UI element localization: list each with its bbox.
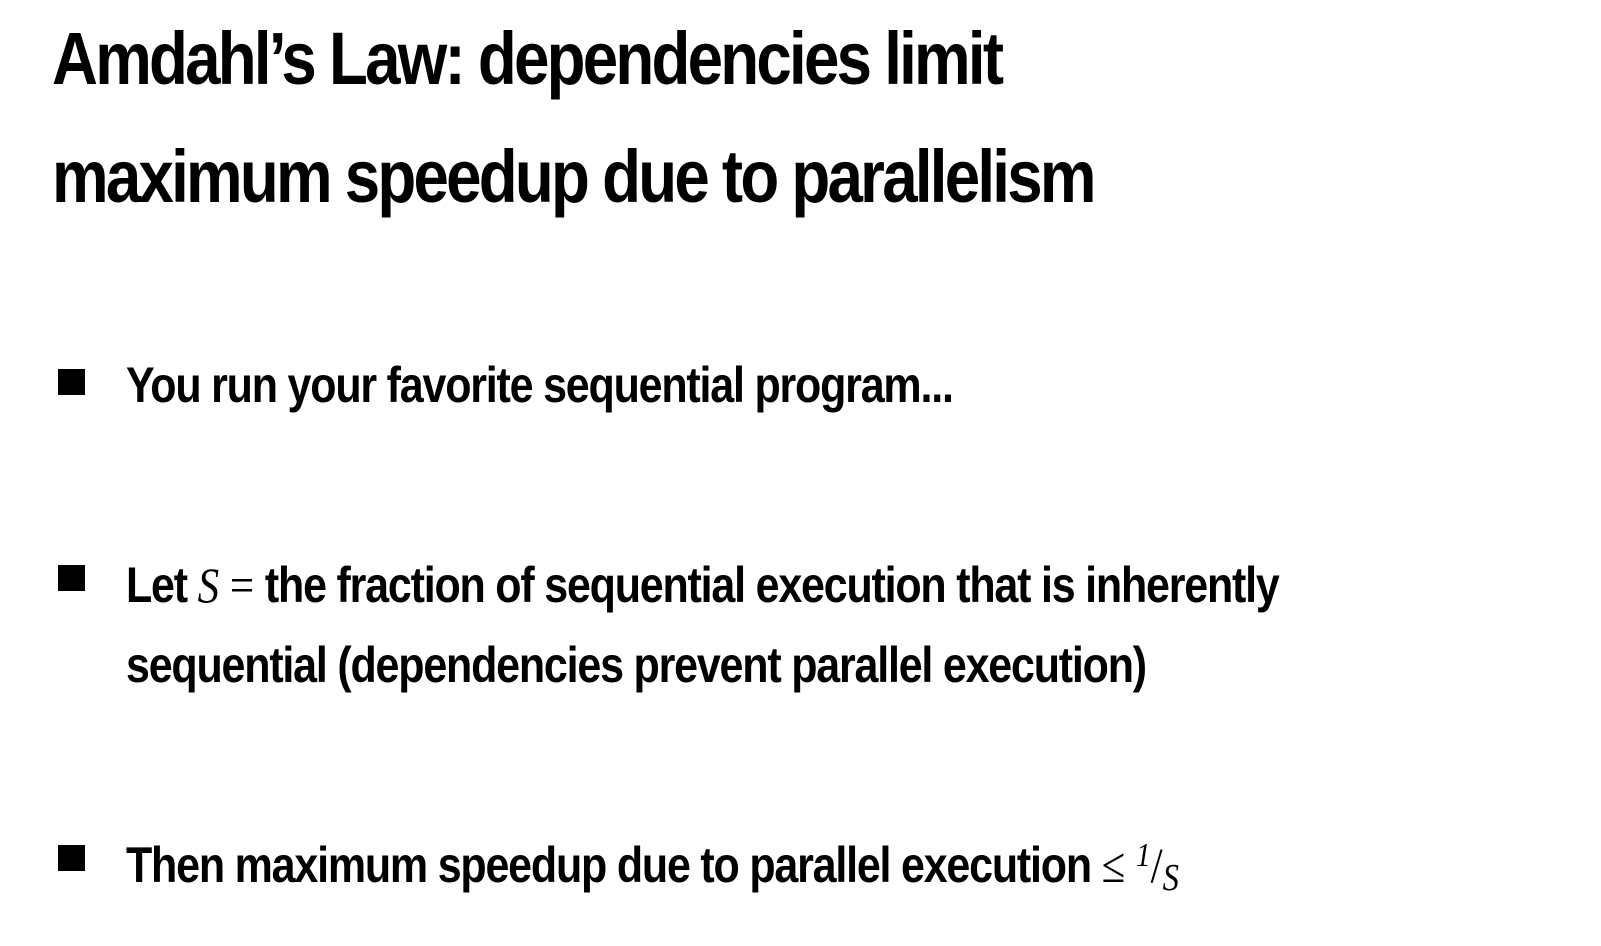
- fraction-denominator: S: [1163, 857, 1179, 899]
- bullet-text-2: Let S = the fraction of sequential execu…: [126, 545, 1279, 705]
- slide-title-line-2: maximum speedup due to parallelism: [52, 118, 1342, 236]
- bullet-2-line-1: Let S = the fraction of sequential execu…: [126, 545, 1279, 625]
- bullet-1-line-1: You run your favorite sequential program…: [126, 345, 953, 425]
- math-equals: =: [219, 557, 265, 613]
- bullet-3-line-1: Then maximum speedup due to parallel exe…: [126, 825, 1179, 912]
- bullet-2-line-1-rest: the fraction of sequential execution tha…: [265, 557, 1279, 613]
- fraction-numerator: 1: [1136, 837, 1151, 874]
- bullet-text-1: You run your favorite sequential program…: [126, 345, 953, 425]
- math-variable-s: S: [198, 557, 220, 613]
- square-bullet-icon: [58, 369, 85, 395]
- bullet-3-text: Then maximum speedup due to parallel exe…: [126, 837, 1102, 893]
- bullet-2-let: Let: [126, 557, 198, 613]
- bullet-text-3: Then maximum speedup due to parallel exe…: [126, 825, 1179, 912]
- slide-title: Amdahl’s Law: dependencies limit maximum…: [52, 0, 1342, 236]
- fraction-slash: /: [1151, 837, 1163, 893]
- bullet-2-line-2: sequential (dependencies prevent paralle…: [126, 625, 1279, 705]
- square-bullet-icon: [58, 845, 85, 871]
- math-leq: ≤: [1102, 837, 1126, 893]
- square-bullet-icon: [58, 565, 85, 591]
- slide-title-line-1: Amdahl’s Law: dependencies limit: [52, 0, 1342, 118]
